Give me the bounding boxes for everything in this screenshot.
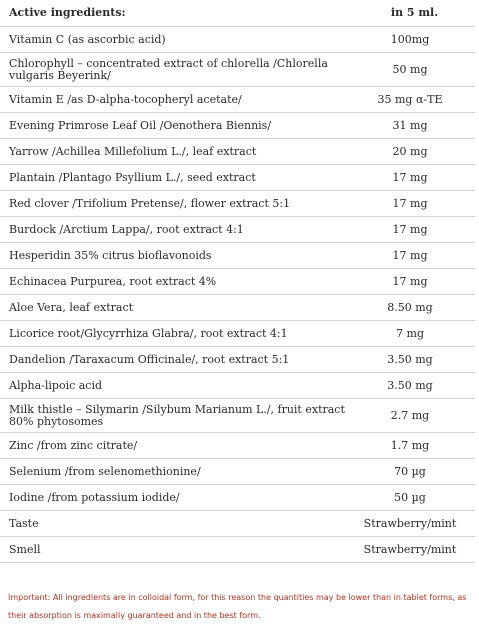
table-header-row: Active ingredients: in 5 ml. — [0, 0, 475, 27]
ingredient-amount: 17 mg — [349, 242, 475, 269]
table-row: Selenium /from selenomethionine/70 µg — [0, 458, 475, 485]
ingredient-name: Dandelion /Taraxacum Officinale/, root e… — [0, 346, 349, 373]
colloidal-form-note: Important: All ingredients are in colloi… — [8, 593, 467, 620]
ingredient-name: Chlorophyll – concentrated extract of ch… — [0, 52, 349, 87]
table-row: Yarrow /Achillea Millefolium L./, leaf e… — [0, 138, 475, 165]
ingredient-amount: 17 mg — [349, 164, 475, 191]
table-row: Milk thistle – Silymarin /Silybum Marian… — [0, 398, 475, 433]
ingredient-name: Alpha-lipoic acid — [0, 372, 349, 399]
ingredient-amount: 2.7 mg — [349, 398, 475, 433]
ingredient-name: Aloe Vera, leaf extract — [0, 294, 349, 321]
table-row: Taste Strawberry/mint — [0, 510, 475, 537]
ingredient-amount: 100mg — [349, 26, 475, 53]
ingredient-name: Burdock /Arctium Lappa/, root extract 4:… — [0, 216, 349, 243]
table-row: Licorice root/Glycyrrhiza Glabra/, root … — [0, 320, 475, 347]
ingredient-amount: 17 mg — [349, 190, 475, 217]
ingredient-amount: 20 mg — [349, 138, 475, 165]
table-row: Alpha-lipoic acid 3.50 mg — [0, 372, 475, 399]
table-row: Red clover /Trifolium Pretense/, flower … — [0, 190, 475, 217]
ingredient-name: Milk thistle – Silymarin /Silybum Marian… — [0, 398, 349, 433]
ingredient-name: Taste — [0, 510, 349, 537]
ingredient-name: Hesperidin 35% citrus bioflavonoids — [0, 242, 349, 269]
ingredient-name: Iodine /from potassium iodide/ — [0, 484, 349, 511]
table-row: Hesperidin 35% citrus bioflavonoids 17 mg — [0, 242, 475, 269]
ingredient-amount: 17 mg — [349, 216, 475, 243]
ingredient-amount: 8.50 mg — [349, 294, 475, 321]
ingredient-name: Yarrow /Achillea Millefolium L./, leaf e… — [0, 138, 349, 165]
ingredient-name: Vitamin E /as D-alpha-tocopheryl acetate… — [0, 86, 349, 113]
ingredient-column-header: Active ingredients: — [0, 0, 349, 27]
ingredient-amount: 70 µg — [349, 458, 475, 485]
table-row: Vitamin E /as D-alpha-tocopheryl acetate… — [0, 86, 475, 113]
ingredient-name: Selenium /from selenomethionine/ — [0, 458, 349, 485]
ingredient-amount: 7 mg — [349, 320, 475, 347]
ingredient-amount: 3.50 mg — [349, 346, 475, 373]
ingredient-amount: 50 µg — [349, 484, 475, 511]
table-row: Dandelion /Taraxacum Officinale/, root e… — [0, 346, 475, 373]
table-row: Burdock /Arctium Lappa/, root extract 4:… — [0, 216, 475, 243]
table-row: Zinc /from zinc citrate/1.7 mg — [0, 432, 475, 459]
table-row: Vitamin C (as ascorbic acid) 100mg — [0, 26, 475, 53]
ingredient-name: Evening Primrose Leaf Oil /Oenothera Bie… — [0, 112, 349, 139]
ingredient-amount: Strawberry/mint — [349, 536, 475, 563]
table-row: Echinacea Purpurea, root extract 4% 17 mg — [0, 268, 475, 295]
ingredients-body: Vitamin C (as ascorbic acid) 100mg Chlorop… — [0, 26, 475, 563]
ingredient-amount: 3.50 mg — [349, 372, 475, 399]
table-row: Iodine /from potassium iodide/50 µg — [0, 484, 475, 511]
ingredient-amount: 50 mg — [349, 52, 475, 87]
ingredient-name: Vitamin C (as ascorbic acid) — [0, 26, 349, 53]
table-row: Smell Strawberry/mint — [0, 536, 475, 563]
ingredient-amount: 17 mg — [349, 268, 475, 295]
amount-column-header: in 5 ml. — [349, 0, 475, 27]
ingredient-amount: 35 mg α-TE — [349, 86, 475, 113]
ingredient-name: Licorice root/Glycyrrhiza Glabra/, root … — [0, 320, 349, 347]
ingredient-name: Smell — [0, 536, 349, 563]
ingredient-amount: Strawberry/mint — [349, 510, 475, 537]
table-row: Chlorophyll – concentrated extract of ch… — [0, 52, 475, 87]
ingredient-name: Plantain /Plantago Psyllium L./, seed ex… — [0, 164, 349, 191]
table-row: Aloe Vera, leaf extract 8.50 mg — [0, 294, 475, 321]
ingredient-name: Red clover /Trifolium Pretense/, flower … — [0, 190, 349, 217]
ingredient-amount: 1.7 mg — [349, 432, 475, 459]
ingredient-name: Echinacea Purpurea, root extract 4% — [0, 268, 349, 295]
ingredient-amount: 31 mg — [349, 112, 475, 139]
ingredients-table: Active ingredients: in 5 ml. Vitamin C (… — [0, 0, 475, 563]
table-row: Plantain /Plantago Psyllium L./, seed ex… — [0, 164, 475, 191]
table-row: Evening Primrose Leaf Oil /Oenothera Bie… — [0, 112, 475, 139]
ingredient-name: Zinc /from zinc citrate/ — [0, 432, 349, 459]
